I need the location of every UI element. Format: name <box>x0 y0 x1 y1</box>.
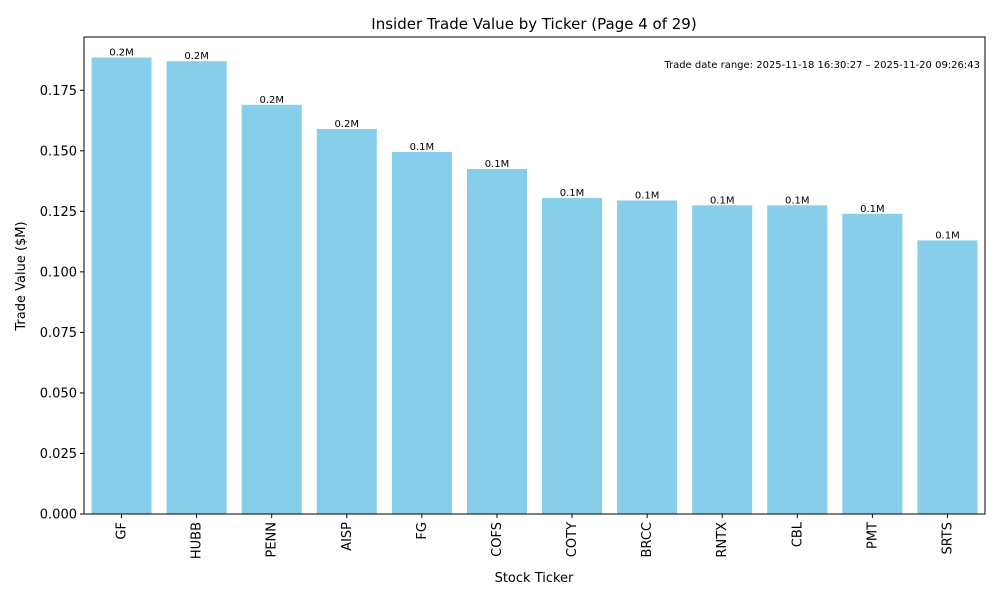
y-tick-label: 0.100 <box>40 265 77 280</box>
bar-aisp <box>316 129 377 515</box>
data-label-coty: 0.1M <box>560 188 585 199</box>
data-label-pmt: 0.1M <box>860 204 885 215</box>
data-label-fg: 0.1M <box>410 142 435 153</box>
x-tick-label-aisp: AISP <box>340 522 355 551</box>
x-tick-label-penn: PENN <box>265 522 280 558</box>
x-tick-label-fg: FG <box>415 522 430 540</box>
y-tick-label: 0.025 <box>40 447 77 462</box>
bar-srts <box>917 240 978 514</box>
data-label-srts: 0.1M <box>935 230 960 241</box>
x-tick-label-cbl: CBL <box>790 521 805 547</box>
data-label-rntx: 0.1M <box>710 195 735 206</box>
x-tick-label-srts: SRTS <box>940 522 955 555</box>
bar-coty <box>542 198 603 514</box>
x-tick-label-hubb: HUBB <box>190 522 205 559</box>
data-label-cofs: 0.1M <box>485 159 510 170</box>
bar-penn <box>241 104 302 515</box>
bar-pmt <box>842 213 903 514</box>
y-tick-label: 0.125 <box>40 205 77 220</box>
chart-title: Insider Trade Value by Ticker (Page 4 of… <box>371 15 696 33</box>
date-range-annotation: Trade date range: 2025-11-18 16:30:27 – … <box>663 60 980 71</box>
y-tick-label: 0.075 <box>40 326 77 341</box>
x-tick-label-coty: COTY <box>565 522 580 557</box>
data-labels-group: 0.2M 0.2M 0.2M 0.2M 0.1M 0.1M 0.1M 0.1M 0.1M 0.1M… <box>109 48 959 242</box>
plot-frame <box>83 36 986 515</box>
bar-rntx <box>692 205 753 514</box>
data-label-gf: 0.2M <box>109 48 134 59</box>
y-tick-label: 0.050 <box>40 386 77 401</box>
y-axis-label: Trade Value ($M) <box>14 221 29 331</box>
bar-gf <box>91 57 152 515</box>
bar-fg <box>391 152 452 514</box>
data-label-aisp: 0.2M <box>335 119 360 130</box>
data-label-penn: 0.2M <box>259 95 284 106</box>
bar-brcc <box>617 200 678 514</box>
data-label-cbl: 0.1M <box>785 195 810 206</box>
x-tick-label-cofs: COFS <box>490 522 505 557</box>
x-axis-label: Stock Ticker <box>495 571 574 586</box>
x-tick-label-pmt: PMT <box>865 522 880 549</box>
bar-cofs <box>466 168 527 515</box>
bar-cbl <box>767 205 828 514</box>
x-tick-label-rntx: RNTX <box>715 522 730 558</box>
x-tick-label-gf: GF <box>115 522 130 540</box>
data-label-hubb: 0.2M <box>184 51 209 62</box>
y-axis-ticks: 0.000 0.025 0.050 0.075 0.100 0.125 0.150 0.175 <box>40 84 84 523</box>
bar-hubb <box>166 61 227 515</box>
y-tick-label: 0.000 <box>40 508 77 523</box>
y-tick-label: 0.150 <box>40 144 77 159</box>
x-tick-label-brcc: BRCC <box>640 522 655 557</box>
data-label-brcc: 0.1M <box>635 190 660 201</box>
y-tick-label: 0.175 <box>40 84 77 99</box>
bars-group <box>91 57 978 515</box>
x-axis-ticks: GF HUBB PENN AISP FG COFS COTY BRCC RNTX CBL PMT SR… <box>115 514 955 559</box>
